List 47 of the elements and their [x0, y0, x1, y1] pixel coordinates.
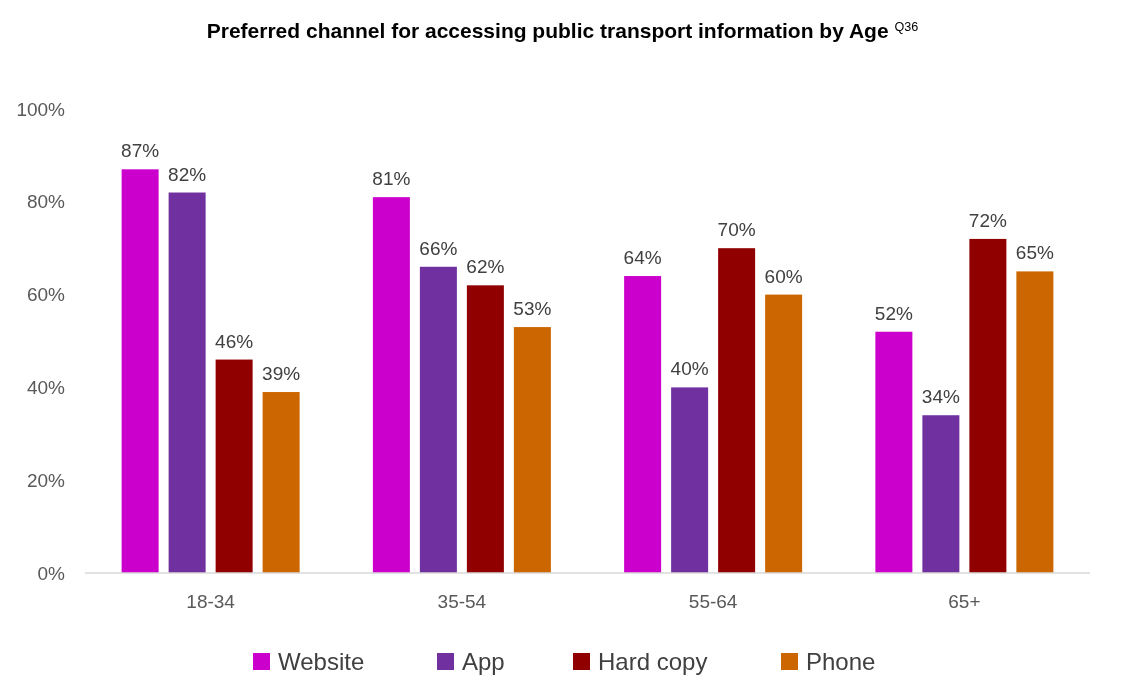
data-label: 64%	[623, 247, 662, 269]
y-tick-label: 60%	[26, 284, 66, 306]
bar	[875, 331, 913, 573]
x-tick-label: 35-54	[437, 591, 487, 612]
legend-label: Website	[278, 648, 365, 676]
legend-label: Hard copy	[598, 648, 708, 676]
data-label: 82%	[168, 163, 207, 185]
data-label: 81%	[372, 168, 411, 190]
bar	[215, 359, 253, 573]
data-label: 46%	[215, 330, 254, 352]
bar	[168, 192, 206, 573]
bar	[1016, 271, 1054, 573]
y-tick-label: 40%	[26, 377, 66, 399]
bar	[419, 266, 457, 573]
bar	[765, 294, 803, 573]
legend-label: App	[462, 648, 505, 676]
bar	[372, 197, 410, 573]
bar	[969, 238, 1007, 573]
data-label: 66%	[419, 237, 458, 259]
bar	[121, 169, 159, 573]
bar	[718, 248, 756, 573]
data-label: 60%	[764, 265, 803, 287]
x-tick-label: 18-34	[186, 591, 236, 612]
data-label: 62%	[466, 256, 505, 278]
y-tick-label: 20%	[26, 469, 66, 491]
y-tick-label: 80%	[26, 191, 66, 213]
data-label: 72%	[968, 209, 1007, 231]
bar	[513, 327, 551, 573]
data-label: 52%	[874, 302, 913, 324]
chart-title: Preferred channel for accessing public transport information by Age $^{Q36}$	[206, 19, 919, 42]
data-label: 34%	[921, 386, 960, 408]
data-label: 53%	[513, 298, 552, 320]
y-tick-label: 0%	[37, 562, 66, 584]
bar	[922, 415, 960, 573]
x-tick-label: 55-64	[688, 591, 738, 612]
data-label: 39%	[262, 363, 301, 385]
bar	[624, 276, 662, 573]
data-label: 65%	[1015, 242, 1054, 264]
y-tick-label: 100%	[16, 98, 66, 120]
legend-label: Phone	[806, 648, 876, 676]
bar	[466, 285, 504, 573]
bar	[671, 387, 709, 573]
data-label: 87%	[121, 140, 160, 162]
x-tick-label: 65+	[948, 591, 981, 612]
bar	[262, 392, 300, 573]
data-label: 70%	[717, 219, 756, 241]
data-label: 40%	[670, 358, 709, 380]
